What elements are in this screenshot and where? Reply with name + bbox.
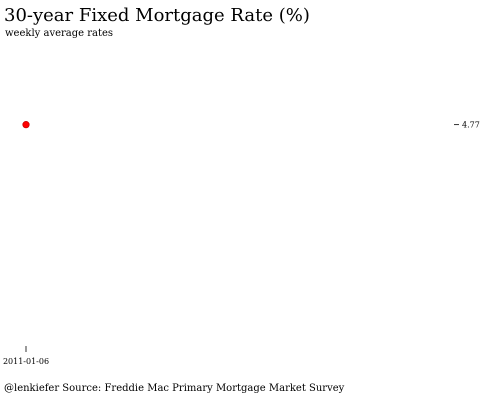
x-tick-label: 2011-01-06 [3,357,49,366]
chart-caption: @lenkiefer Source: Freddie Mac Primary M… [4,383,345,394]
chart-title: 30-year Fixed Mortgage Rate (%) [4,5,310,26]
end-value-label: 4.77 [462,121,480,130]
end-label-layer: 4.77 [454,121,480,130]
chart-subtitle: weekly average rates [5,28,114,39]
x-axis: 2011-01-06 [3,346,49,366]
data-point [22,121,30,129]
points-layer [22,121,30,129]
